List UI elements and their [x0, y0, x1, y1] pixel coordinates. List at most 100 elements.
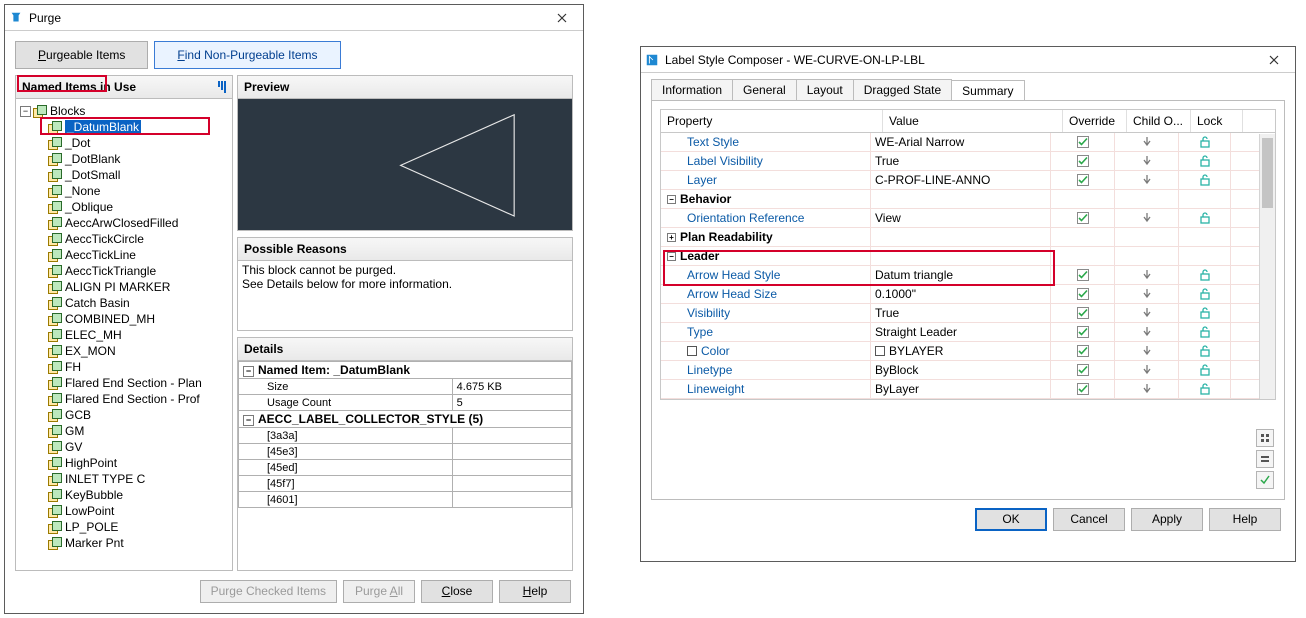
- property-value[interactable]: ByLayer: [875, 382, 919, 396]
- close-button[interactable]: Close: [421, 580, 493, 603]
- property-value[interactable]: View: [875, 211, 901, 225]
- override-cell[interactable]: [1051, 209, 1115, 227]
- child-override-cell[interactable]: [1115, 209, 1179, 227]
- lock-cell[interactable]: [1179, 190, 1231, 208]
- child-override-cell[interactable]: [1115, 285, 1179, 303]
- child-override-cell[interactable]: [1115, 247, 1179, 265]
- ok-button[interactable]: OK: [975, 508, 1047, 531]
- tree-item[interactable]: FH: [65, 360, 81, 374]
- detail-row[interactable]: [45f7]: [239, 476, 453, 492]
- col-lock[interactable]: Lock: [1191, 110, 1243, 132]
- child-override-cell[interactable]: [1115, 228, 1179, 246]
- close-icon[interactable]: [545, 7, 579, 29]
- apply-button[interactable]: Apply: [1131, 508, 1203, 531]
- tree-item[interactable]: LowPoint: [65, 504, 114, 518]
- property-value[interactable]: WE-Arial Narrow: [875, 135, 964, 149]
- child-override-cell[interactable]: [1115, 380, 1179, 398]
- col-child[interactable]: Child O...: [1127, 110, 1191, 132]
- override-cell[interactable]: [1051, 304, 1115, 322]
- override-cell[interactable]: [1051, 152, 1115, 170]
- tree-item[interactable]: AeccTickCircle: [65, 232, 144, 246]
- tree-item[interactable]: ELEC_MH: [65, 328, 122, 342]
- tree-item[interactable]: HighPoint: [65, 456, 117, 470]
- tree-item[interactable]: AeccTickTriangle: [65, 264, 156, 278]
- col-override[interactable]: Override: [1063, 110, 1127, 132]
- override-cell[interactable]: [1051, 247, 1115, 265]
- property-value[interactable]: 0.1000": [875, 287, 916, 301]
- override-cell[interactable]: [1051, 285, 1115, 303]
- tree-item[interactable]: _DotBlank: [65, 152, 120, 166]
- tree-item[interactable]: AeccTickLine: [65, 248, 136, 262]
- lock-cell[interactable]: [1179, 285, 1231, 303]
- property-value[interactable]: ByBlock: [875, 363, 918, 377]
- tree-item[interactable]: Catch Basin: [65, 296, 130, 310]
- override-cell[interactable]: [1051, 323, 1115, 341]
- tab-information[interactable]: Information: [651, 79, 733, 100]
- override-cell[interactable]: [1051, 133, 1115, 151]
- tab-dragged-state[interactable]: Dragged State: [853, 79, 952, 100]
- lock-cell[interactable]: [1179, 171, 1231, 189]
- lock-cell[interactable]: [1179, 247, 1231, 265]
- tab-general[interactable]: General: [732, 79, 797, 100]
- find-nonpurgeable-button[interactable]: Find Non-Purgeable Items: [154, 41, 340, 69]
- tree-item[interactable]: _Oblique: [65, 200, 113, 214]
- property-value[interactable]: Datum triangle: [875, 268, 953, 282]
- sort-icon[interactable]: [218, 81, 226, 93]
- help-button[interactable]: Help: [1209, 508, 1281, 531]
- tree-item[interactable]: KeyBubble: [65, 488, 123, 502]
- tree-item[interactable]: AeccArwClosedFilled: [65, 216, 178, 230]
- override-cell[interactable]: [1051, 266, 1115, 284]
- toggle-icon[interactable]: +: [667, 233, 676, 242]
- toggle-icon[interactable]: −: [667, 252, 676, 261]
- detail-row[interactable]: [4601]: [239, 492, 453, 508]
- tree-item[interactable]: _DotSmall: [65, 168, 120, 182]
- child-override-cell[interactable]: [1115, 323, 1179, 341]
- override-cell[interactable]: [1051, 361, 1115, 379]
- tree-item[interactable]: GM: [65, 424, 84, 438]
- tree-item[interactable]: GV: [65, 440, 82, 454]
- tree-item-selected[interactable]: _DatumBlank: [65, 120, 141, 134]
- detail-row[interactable]: [45e3]: [239, 444, 453, 460]
- child-override-cell[interactable]: [1115, 266, 1179, 284]
- child-override-cell[interactable]: [1115, 152, 1179, 170]
- collapse-tool-icon[interactable]: [1256, 450, 1274, 468]
- purge-titlebar[interactable]: Purge: [5, 5, 583, 31]
- property-value[interactable]: BYLAYER: [889, 344, 943, 358]
- lock-cell[interactable]: [1179, 323, 1231, 341]
- property-value[interactable]: True: [875, 306, 899, 320]
- tree-item[interactable]: LP_POLE: [65, 520, 118, 534]
- lock-cell[interactable]: [1179, 380, 1231, 398]
- lock-cell[interactable]: [1179, 209, 1231, 227]
- lock-cell[interactable]: [1179, 304, 1231, 322]
- lock-cell[interactable]: [1179, 342, 1231, 360]
- tree-item[interactable]: _Dot: [65, 136, 90, 150]
- override-cell[interactable]: [1051, 380, 1115, 398]
- expand-tool-icon[interactable]: [1256, 429, 1274, 447]
- lock-cell[interactable]: [1179, 133, 1231, 151]
- override-cell[interactable]: [1051, 228, 1115, 246]
- help-button[interactable]: Help: [499, 580, 571, 603]
- child-override-cell[interactable]: [1115, 133, 1179, 151]
- tree-item[interactable]: Marker Pnt: [65, 536, 124, 550]
- property-value[interactable]: Straight Leader: [875, 325, 957, 339]
- tab-summary[interactable]: Summary: [951, 80, 1024, 101]
- tree-root[interactable]: Blocks: [50, 104, 85, 118]
- lock-cell[interactable]: [1179, 228, 1231, 246]
- child-override-cell[interactable]: [1115, 190, 1179, 208]
- purgeable-items-button[interactable]: Purgeable Items: [15, 41, 148, 69]
- tree-item[interactable]: EX_MON: [65, 344, 116, 358]
- child-override-cell[interactable]: [1115, 361, 1179, 379]
- col-property[interactable]: Property: [661, 110, 883, 132]
- tree-item[interactable]: GCB: [65, 408, 91, 422]
- detail-row[interactable]: [45ed]: [239, 460, 453, 476]
- cancel-button[interactable]: Cancel: [1053, 508, 1125, 531]
- toggle-icon[interactable]: −: [667, 195, 676, 204]
- lock-cell[interactable]: [1179, 152, 1231, 170]
- override-cell[interactable]: [1051, 171, 1115, 189]
- tree-item[interactable]: _None: [65, 184, 100, 198]
- tree-item[interactable]: Flared End Section - Plan: [65, 376, 202, 390]
- override-cell[interactable]: [1051, 190, 1115, 208]
- tree-item[interactable]: Flared End Section - Prof: [65, 392, 200, 406]
- collapse-icon[interactable]: −: [20, 106, 31, 117]
- tree-item[interactable]: INLET TYPE C: [65, 472, 145, 486]
